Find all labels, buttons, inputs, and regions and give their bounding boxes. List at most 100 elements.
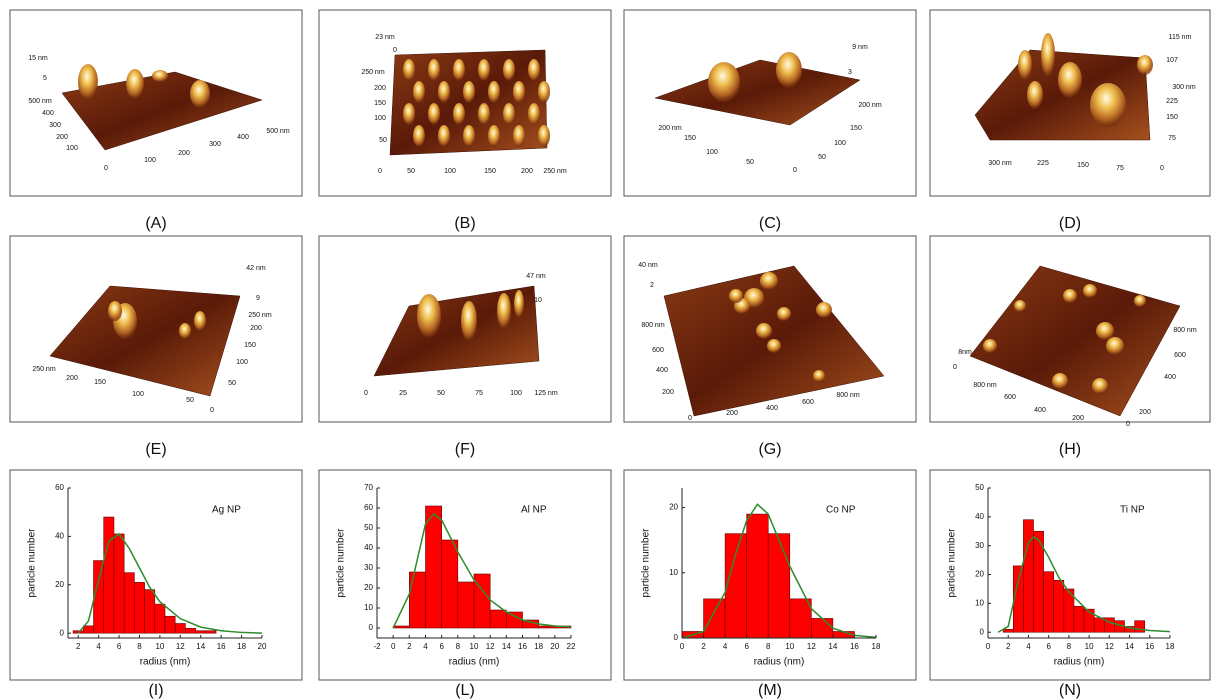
afm-axis-label: 800 nm (641, 322, 665, 329)
x-axis-label: radius (nm) (449, 657, 500, 668)
afm-peak (403, 59, 415, 81)
panel-label: (H) (1059, 441, 1081, 458)
bar (83, 625, 94, 634)
afm-axis-label: 100 (510, 390, 522, 397)
x-tick-label: 14 (828, 642, 837, 651)
bar (506, 611, 523, 629)
afm-peak (538, 81, 550, 103)
x-tick-label: 4 (96, 642, 101, 651)
afm-peak (1083, 284, 1097, 298)
y-tick-label: 0 (369, 623, 374, 632)
afm-axis-label: 500 nm (28, 98, 52, 105)
bar (441, 539, 459, 629)
afm-axis-label: 800 nm (1173, 327, 1197, 334)
panel-label: (C) (759, 215, 781, 232)
afm-axis-label: 75 (475, 390, 483, 397)
afm-peak (453, 59, 465, 81)
x-tick-label: 12 (807, 642, 816, 651)
afm-axis-label: 75 (1116, 165, 1124, 172)
panel-label: (D) (1059, 215, 1081, 232)
afm-axis-label: 225 (1037, 160, 1049, 167)
afm-axis-label: 125 nm (534, 390, 558, 397)
afm-peak (488, 81, 500, 103)
afm-panel: 23 nm 0 250 nm 200 150 100 50 0 50 100 150 200 250 n… (318, 9, 612, 197)
afm-peak (503, 103, 515, 125)
afm-axis-label: 100 (444, 168, 456, 175)
afm-surface (49, 285, 241, 397)
afm-axis-label: 200 (1139, 409, 1151, 416)
afm-peak (528, 59, 540, 81)
bar (154, 603, 166, 634)
bar (473, 573, 491, 629)
afm-axis-label: 0 (364, 390, 368, 397)
afm-axis-label: 50 (186, 397, 194, 404)
afm-axis-label: 200 (374, 85, 386, 92)
y-tick-label: 40 (55, 531, 64, 540)
annotation: Ti NP (1120, 505, 1145, 516)
afm-peak (78, 64, 98, 100)
y-tick-label: 20 (55, 580, 64, 589)
afm-axis-label: 150 (374, 100, 386, 107)
x-tick-label: 6 (439, 642, 444, 651)
afm-axis-label: 300 (209, 141, 221, 148)
x-tick-label: 16 (518, 642, 527, 651)
afm-peak (760, 272, 778, 290)
bar (1073, 605, 1085, 633)
afm-axis-label: 150 (484, 168, 496, 175)
afm-axis-label: 400 (766, 405, 778, 412)
afm-axis-label: 100 (144, 157, 156, 164)
panel-label: (F) (455, 441, 475, 458)
afm-axis-label: 300 nm (988, 160, 1012, 167)
y-tick-label: 0 (60, 628, 65, 637)
afm-axis-label: 0 (953, 364, 957, 371)
afm-peak (1134, 295, 1146, 307)
afm-axis-label: 150 (244, 342, 256, 349)
x-tick-label: 10 (155, 642, 164, 651)
afm-peak (1137, 55, 1153, 75)
bar (144, 589, 156, 634)
x-tick-label: 20 (550, 642, 559, 651)
x-tick-label: 0 (986, 642, 991, 651)
afm-axis-label: 75 (1168, 135, 1176, 142)
fit-line (77, 532, 263, 634)
afm-peak (1014, 300, 1026, 312)
x-tick-label: 8 (766, 642, 771, 651)
bar (185, 628, 196, 634)
bar (457, 581, 475, 629)
afm-axis-label: 150 (1077, 162, 1089, 169)
bar (789, 598, 812, 639)
afm-peak (179, 323, 191, 339)
afm-axis-label: 250 nm (361, 69, 385, 76)
afm-peak (1063, 289, 1077, 303)
y-tick-label: 10 (669, 568, 678, 577)
afm-axis-label: 225 (1166, 98, 1178, 105)
afm-axis-label: 800 nm (973, 382, 997, 389)
afm-axis-label: 5 (43, 75, 47, 82)
afm-peak (513, 125, 525, 147)
bar (811, 618, 834, 639)
afm-peak (478, 59, 490, 81)
x-tick-label: 16 (850, 642, 859, 651)
panel-label: (A) (145, 215, 166, 232)
afm-axis-label: 40 nm (638, 262, 658, 269)
y-axis-label: particle number (947, 528, 958, 598)
afm-axis-label: 0 (378, 168, 382, 175)
afm-peak (1096, 322, 1114, 340)
afm-peak (478, 103, 490, 125)
bar (1134, 620, 1146, 633)
afm-axis-label: 100 (236, 359, 248, 366)
afm-peak (513, 81, 525, 103)
afm-axis-label: 200 (56, 134, 68, 141)
afm-peak (108, 301, 122, 321)
y-tick-label: 20 (364, 583, 373, 592)
afm-peak (1018, 50, 1032, 80)
afm-axis-label: 250 nm (248, 312, 272, 319)
afm-axis-label: 100 (132, 391, 144, 398)
x-tick-label: 2 (1006, 642, 1011, 651)
x-tick-label: 2 (76, 642, 81, 651)
afm-axis-label: 9 nm (852, 44, 868, 51)
afm-axis-label: 0 (1160, 165, 1164, 172)
bar (205, 630, 217, 634)
y-tick-label: 0 (674, 633, 679, 642)
